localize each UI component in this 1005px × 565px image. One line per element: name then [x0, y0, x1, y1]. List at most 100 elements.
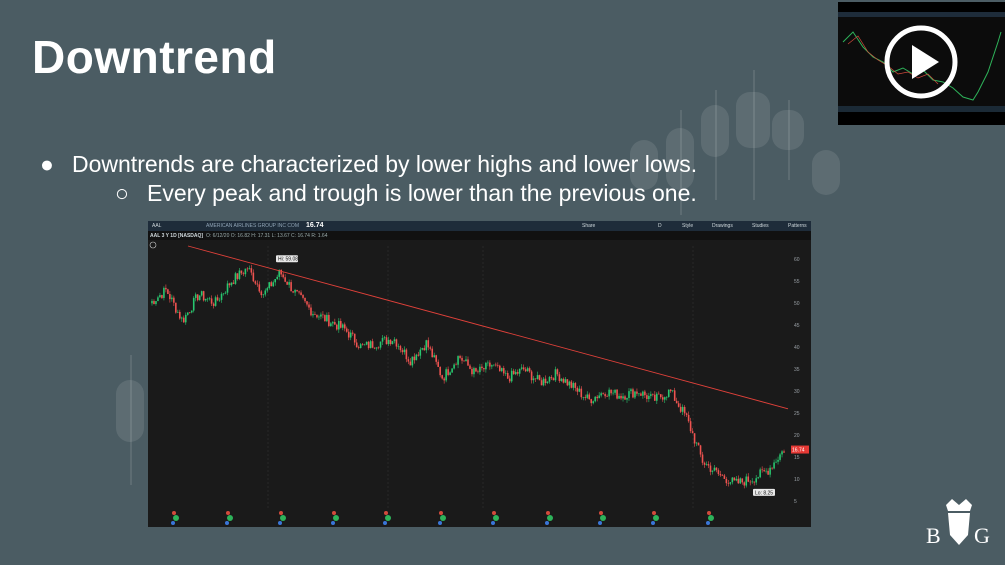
patterns-button[interactable]: Patterns — [788, 223, 807, 229]
candle-body — [634, 391, 636, 398]
candle-body — [351, 332, 354, 334]
candle-body — [179, 311, 181, 319]
event-marker — [438, 521, 442, 525]
video-thumbnail[interactable] — [838, 2, 1005, 125]
candle-body — [485, 362, 487, 370]
event-marker — [708, 515, 714, 521]
candle-body — [723, 475, 726, 479]
background-decor — [680, 110, 682, 215]
candle-body — [393, 339, 396, 342]
candle-body — [340, 321, 342, 328]
candle-body — [181, 317, 183, 319]
candle-body — [451, 368, 453, 373]
candle-body — [286, 281, 288, 285]
candle-body — [667, 389, 670, 397]
candle-body — [409, 361, 412, 366]
candle-body — [411, 356, 414, 366]
candle-body — [695, 442, 698, 444]
candle-body — [445, 369, 447, 381]
style-button[interactable]: Style — [682, 223, 694, 229]
share-button[interactable]: Share — [582, 223, 596, 229]
event-marker — [278, 521, 282, 525]
bullet-text: Downtrends are characterized by lower hi… — [72, 151, 698, 177]
candle-body — [753, 481, 755, 483]
candle-body — [717, 470, 720, 475]
candle-body — [606, 396, 608, 397]
candle-body — [447, 369, 449, 375]
candle-body — [272, 282, 275, 287]
symbol-field[interactable]: AAL — [152, 223, 162, 229]
candle-body — [155, 301, 157, 305]
candle-body — [242, 273, 245, 275]
candle-body — [184, 314, 187, 323]
candle-body — [405, 349, 408, 360]
candle-body — [522, 367, 525, 370]
candle-body — [415, 354, 418, 361]
candle-body — [449, 372, 451, 375]
event-marker — [491, 521, 495, 525]
candle-body — [594, 396, 596, 402]
event-marker — [600, 515, 606, 521]
event-marker — [225, 521, 229, 525]
candle-body — [648, 395, 650, 400]
event-marker — [280, 515, 286, 521]
candle-body — [437, 361, 439, 367]
candle-body — [689, 421, 692, 432]
company-name: AMERICAN AIRLINES GROUP INC COM — [206, 223, 299, 229]
play-icon[interactable] — [882, 23, 960, 101]
candle-body — [312, 314, 314, 316]
price-chart[interactable]: 60 55 50 45 40 35 30 25 20 15 10 5 Hi: 59.08 Lo: 8.25… — [148, 240, 811, 527]
last-price: 16.74 — [306, 222, 324, 229]
candle-body — [258, 284, 261, 292]
candle-body — [612, 392, 614, 394]
candle-body — [419, 349, 422, 356]
candle-body — [747, 476, 750, 482]
candle-body — [383, 337, 386, 338]
candle-body — [214, 297, 217, 306]
candle-body — [701, 454, 704, 463]
candle-body — [433, 355, 436, 358]
candle-body — [423, 348, 426, 351]
candle-body — [536, 375, 539, 380]
candle-body — [252, 272, 255, 282]
candle-body — [598, 395, 600, 399]
candle-body — [240, 270, 243, 274]
event-marker — [171, 521, 175, 525]
candle-body — [767, 470, 769, 475]
candle-body — [467, 359, 469, 366]
candle-body — [194, 294, 197, 298]
high-label: Hi: 59.08 — [278, 257, 298, 263]
candle-body — [658, 393, 660, 395]
candle-body — [298, 291, 300, 293]
study-label: AAL 3 Y 1D [NASDAQ] — [150, 233, 204, 239]
candle-body — [610, 389, 612, 394]
candle-body — [228, 283, 231, 286]
candle-body — [737, 478, 740, 484]
candle-body — [365, 341, 368, 345]
candle-body — [439, 366, 441, 376]
candle-body — [435, 355, 437, 362]
candle-body — [355, 342, 358, 348]
candle-body — [691, 431, 694, 434]
candle-body — [182, 317, 185, 323]
event-marker — [440, 515, 446, 521]
candle-body — [516, 372, 519, 374]
candle-body — [751, 481, 754, 483]
drawings-button[interactable]: Drawings — [712, 223, 733, 229]
candle-body — [763, 470, 765, 472]
candle-body — [504, 372, 507, 374]
candle-body — [580, 388, 583, 398]
candle-body — [771, 467, 773, 469]
slide-title: Downtrend — [32, 31, 277, 83]
candle-body — [469, 365, 471, 369]
candle-body — [290, 282, 292, 292]
candle-body — [481, 366, 483, 369]
candle-body — [455, 364, 457, 366]
y-tick-label: 10 — [794, 477, 800, 483]
candle-body — [254, 281, 257, 284]
studies-button[interactable]: Studies — [752, 223, 769, 229]
candle-body — [614, 389, 616, 393]
timeframe-button[interactable]: D — [658, 223, 662, 229]
candle-body — [681, 406, 684, 412]
candle-body — [471, 368, 473, 375]
